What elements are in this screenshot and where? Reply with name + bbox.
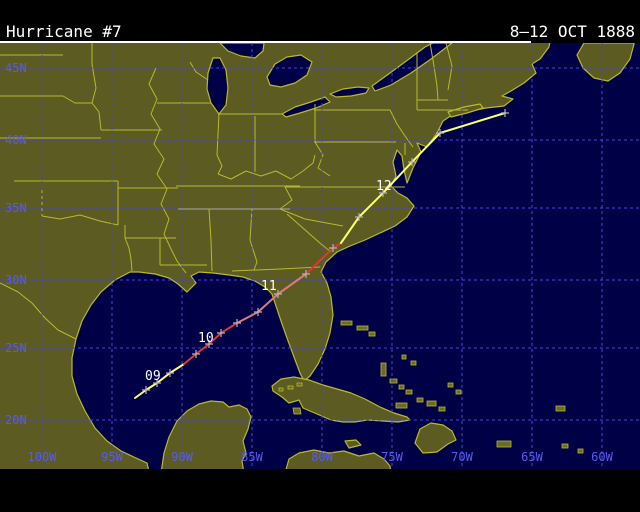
island-puerto-rico bbox=[496, 440, 512, 448]
longitude-label: 65W bbox=[521, 450, 543, 464]
latitude-label: 45N bbox=[5, 61, 27, 75]
lake-erie bbox=[281, 96, 331, 118]
lake-huron bbox=[266, 54, 313, 88]
landmass-central-america bbox=[285, 449, 392, 469]
track-segment-hurricane bbox=[236, 273, 307, 324]
track-position-tick bbox=[408, 158, 416, 166]
lake-ontario bbox=[329, 86, 370, 98]
track-position-tick bbox=[233, 319, 241, 327]
latitude-label: 20N bbox=[5, 413, 27, 427]
longitude-label: 95W bbox=[101, 450, 123, 464]
track-position-tick bbox=[192, 350, 200, 358]
track-position-tick bbox=[302, 270, 310, 278]
storm-date-range: 8—12 OCT 1888 bbox=[509, 22, 635, 41]
latitude-label: 35N bbox=[5, 201, 27, 215]
track-day-label: 11 bbox=[261, 279, 277, 294]
longitude-label: 100W bbox=[28, 450, 58, 464]
storm-track: 09 10 11 12 bbox=[134, 109, 509, 399]
state-borders bbox=[0, 43, 468, 340]
longitude-label: 60W bbox=[591, 450, 613, 464]
longitude-label: 70W bbox=[451, 450, 473, 464]
latitude-label: 30N bbox=[5, 273, 27, 287]
track-position-tick bbox=[329, 244, 337, 252]
island-jamaica bbox=[344, 439, 362, 449]
track-position-tick bbox=[205, 340, 213, 348]
island-cuba bbox=[271, 376, 411, 423]
track-position-tick bbox=[153, 379, 161, 387]
islands-florida-keys bbox=[278, 382, 303, 392]
track-segment-tropical-storm bbox=[340, 112, 506, 244]
islands-bahamas bbox=[340, 320, 584, 454]
longitude-label: 85W bbox=[241, 450, 263, 464]
latitude-label: 25N bbox=[5, 341, 27, 355]
track-position-tick bbox=[254, 308, 262, 316]
title-underline bbox=[0, 41, 531, 43]
latitude-label: 40N bbox=[5, 133, 27, 147]
longitude-label: 80W bbox=[311, 450, 333, 464]
landmass-north-america bbox=[0, 43, 551, 469]
track-position-tick bbox=[166, 369, 174, 377]
track-position-tick bbox=[355, 213, 363, 221]
track-day-label: 12 bbox=[376, 179, 392, 194]
track-position-tick bbox=[217, 329, 225, 337]
landmass-nova-scotia bbox=[576, 43, 635, 82]
lake-superior bbox=[219, 43, 265, 59]
track-position-tick bbox=[274, 290, 282, 298]
footer-band bbox=[0, 469, 640, 512]
track-day-label: 10 bbox=[198, 331, 214, 346]
longitude-label: 90W bbox=[171, 450, 193, 464]
lat-lon-grid: 100W 95W 90W 85W 80W 75W 70W 65W 60W 45N 40N 35N 30N… bbox=[0, 43, 640, 469]
track-position-tick bbox=[436, 129, 444, 137]
track-day-label: 09 bbox=[145, 369, 161, 384]
lake-michigan bbox=[206, 57, 229, 115]
landmass-yucatan bbox=[161, 400, 252, 469]
track-position-tick bbox=[379, 189, 387, 197]
storm-title: Hurricane #7 bbox=[6, 22, 122, 41]
header-band bbox=[0, 0, 640, 43]
track-position-tick bbox=[142, 386, 150, 394]
longitude-label: 75W bbox=[381, 450, 403, 464]
island-hispaniola bbox=[414, 422, 457, 454]
track-position-tick bbox=[501, 109, 509, 117]
island-isle-of-youth bbox=[292, 407, 302, 415]
